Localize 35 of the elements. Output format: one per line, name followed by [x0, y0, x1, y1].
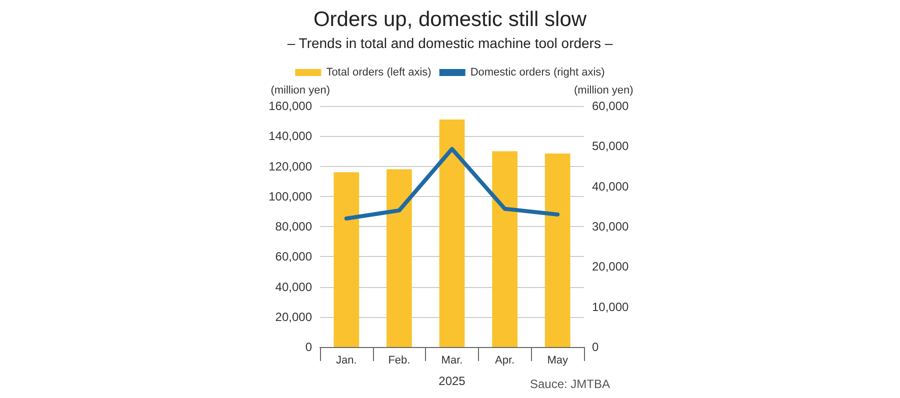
y2-axis-title: (million yen)	[574, 84, 634, 96]
y2-tick-label: 30,000	[592, 220, 630, 234]
y-axis-title: (million yen)	[270, 84, 330, 96]
line-series	[344, 146, 560, 220]
legend-label: Domestic orders (right axis)	[470, 66, 605, 78]
y-tick-label: 160,000	[268, 99, 312, 113]
y-tick-label: 100,000	[268, 189, 312, 204]
chart-subtitle: – Trends in total and domestic machine tool orders –	[287, 35, 613, 51]
bar	[492, 151, 518, 347]
y2-tick-label: 40,000	[592, 179, 630, 194]
y-tick-label: 120,000	[268, 159, 312, 174]
bar	[544, 153, 570, 347]
y-tick-label: 140,000	[268, 129, 312, 144]
y2-tick-label: 20,000	[592, 260, 630, 274]
bar	[386, 169, 412, 347]
y-tick-label: 40,000	[275, 280, 312, 294]
y-tick-label: 0	[305, 340, 312, 354]
legend-label: Total orders (left axis)	[326, 66, 432, 78]
x-tick-label: Mar.	[441, 354, 463, 366]
x-axis-title: 2025	[438, 374, 466, 388]
y2-tick-label: 50,000	[592, 139, 630, 154]
x-tick-label: Feb.	[388, 354, 410, 366]
y-tick-label: 60,000	[275, 250, 312, 264]
y2-tick-label: 0	[592, 340, 599, 354]
y2-tick-label: 60,000	[592, 99, 630, 113]
x-tick-label: Jan.	[336, 354, 357, 366]
y-tick-label: 20,000	[275, 310, 312, 324]
y-tick-label: 80,000	[275, 220, 312, 234]
bar	[334, 172, 360, 347]
text: Sauce: JMTBA	[530, 377, 610, 391]
x-tick-label: Apr.	[495, 354, 515, 366]
bar	[439, 120, 465, 347]
x-tick-label: May	[547, 354, 568, 366]
y2-tick-label: 10,000	[592, 300, 630, 314]
chart-title: Orders up, domestic still slow	[313, 8, 588, 31]
